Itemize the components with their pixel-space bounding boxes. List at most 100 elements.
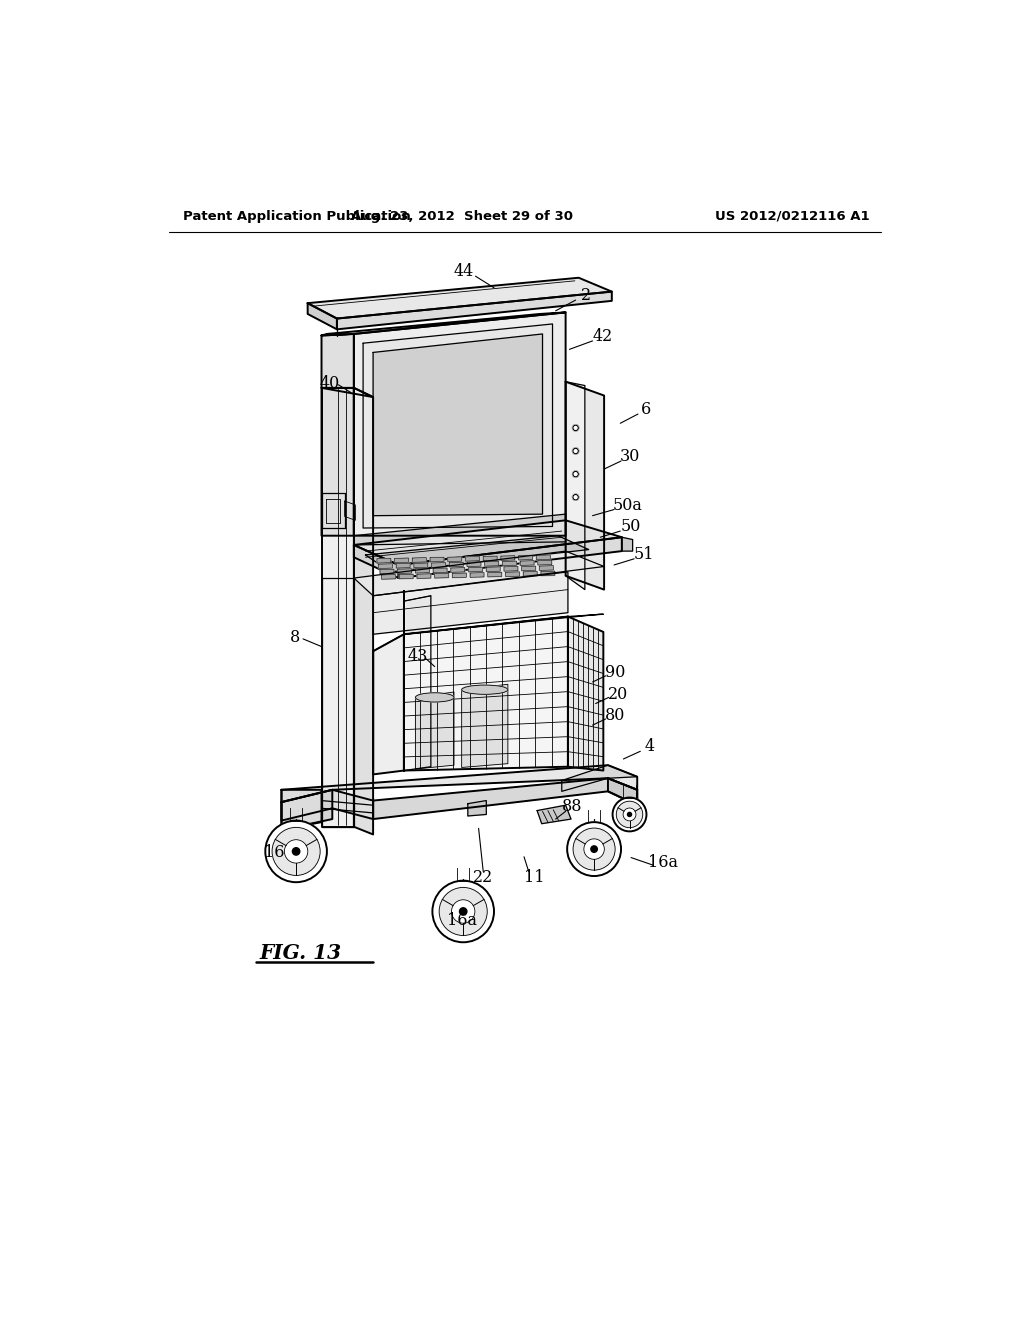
Text: Patent Application Publication: Patent Application Publication: [183, 210, 411, 223]
Polygon shape: [322, 334, 354, 536]
Polygon shape: [337, 292, 611, 330]
Polygon shape: [503, 561, 516, 566]
Polygon shape: [521, 566, 536, 570]
Polygon shape: [398, 537, 622, 578]
Polygon shape: [537, 554, 550, 560]
Circle shape: [572, 494, 579, 500]
Polygon shape: [307, 277, 611, 318]
Polygon shape: [506, 572, 519, 577]
Text: 6: 6: [641, 401, 651, 418]
Text: 4: 4: [644, 738, 654, 755]
Circle shape: [572, 447, 579, 454]
Polygon shape: [380, 569, 394, 574]
Text: 80: 80: [605, 708, 625, 725]
Polygon shape: [432, 562, 445, 568]
Text: 44: 44: [453, 263, 473, 280]
Polygon shape: [416, 692, 454, 770]
Circle shape: [628, 812, 632, 817]
Ellipse shape: [416, 693, 454, 702]
Polygon shape: [504, 566, 518, 572]
Text: 20: 20: [608, 686, 628, 702]
Polygon shape: [447, 557, 462, 561]
Polygon shape: [379, 564, 392, 569]
Polygon shape: [622, 537, 633, 552]
Circle shape: [612, 797, 646, 832]
Polygon shape: [523, 572, 538, 576]
Polygon shape: [541, 572, 555, 576]
Polygon shape: [484, 561, 499, 566]
Circle shape: [584, 838, 604, 859]
Polygon shape: [354, 545, 398, 578]
Polygon shape: [322, 388, 354, 826]
Text: US 2012/0212116 A1: US 2012/0212116 A1: [715, 210, 869, 223]
Polygon shape: [413, 557, 426, 562]
Text: 11: 11: [524, 869, 545, 886]
Polygon shape: [466, 557, 479, 561]
Polygon shape: [520, 561, 535, 565]
Polygon shape: [417, 574, 431, 578]
Text: 43: 43: [408, 648, 428, 665]
Circle shape: [567, 822, 621, 876]
Polygon shape: [451, 568, 465, 573]
Polygon shape: [565, 381, 604, 590]
Polygon shape: [373, 334, 543, 516]
Polygon shape: [565, 381, 585, 590]
Polygon shape: [282, 766, 637, 803]
Polygon shape: [538, 805, 571, 824]
Text: 51: 51: [634, 545, 654, 562]
Text: 40: 40: [319, 375, 339, 392]
Circle shape: [572, 471, 579, 478]
Polygon shape: [322, 578, 354, 826]
Polygon shape: [538, 561, 552, 565]
Circle shape: [572, 471, 579, 478]
Polygon shape: [354, 552, 604, 595]
Text: 42: 42: [593, 327, 612, 345]
Polygon shape: [377, 558, 391, 564]
Polygon shape: [366, 536, 589, 572]
Circle shape: [272, 828, 321, 875]
Text: 50: 50: [621, 517, 641, 535]
Text: 22: 22: [473, 869, 494, 886]
Polygon shape: [307, 304, 337, 330]
Circle shape: [572, 447, 579, 454]
Polygon shape: [399, 574, 413, 579]
Polygon shape: [568, 616, 603, 771]
Text: 16a: 16a: [648, 854, 679, 871]
Polygon shape: [354, 388, 373, 834]
Polygon shape: [282, 789, 322, 830]
Circle shape: [285, 840, 308, 863]
Polygon shape: [416, 569, 429, 573]
Circle shape: [265, 821, 327, 882]
Polygon shape: [322, 313, 565, 335]
Polygon shape: [414, 564, 428, 568]
Circle shape: [293, 847, 300, 855]
Text: 16a: 16a: [446, 912, 476, 929]
Polygon shape: [518, 556, 532, 560]
Text: 88: 88: [562, 799, 583, 816]
Circle shape: [432, 880, 494, 942]
Polygon shape: [326, 499, 340, 523]
Circle shape: [616, 801, 643, 828]
Polygon shape: [354, 313, 565, 536]
Polygon shape: [345, 502, 355, 520]
Circle shape: [460, 908, 467, 915]
Polygon shape: [322, 388, 373, 397]
Polygon shape: [608, 779, 637, 805]
Polygon shape: [397, 569, 412, 573]
Polygon shape: [469, 568, 482, 572]
Polygon shape: [373, 635, 403, 775]
Circle shape: [439, 887, 487, 936]
Polygon shape: [282, 789, 373, 821]
Polygon shape: [394, 558, 409, 562]
Polygon shape: [430, 557, 444, 562]
Polygon shape: [540, 566, 553, 570]
Text: 30: 30: [621, 447, 640, 465]
Polygon shape: [373, 572, 568, 635]
Text: FIG. 13: FIG. 13: [260, 942, 342, 964]
Text: 8: 8: [290, 628, 300, 645]
Text: 90: 90: [605, 664, 625, 681]
Polygon shape: [501, 556, 515, 561]
Text: 2: 2: [582, 286, 592, 304]
Text: Aug. 23, 2012  Sheet 29 of 30: Aug. 23, 2012 Sheet 29 of 30: [350, 210, 572, 223]
Circle shape: [452, 900, 475, 923]
